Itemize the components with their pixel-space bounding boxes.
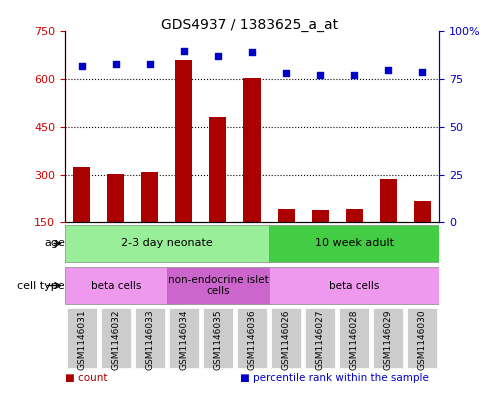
Point xyxy=(112,61,120,67)
Text: beta cells: beta cells xyxy=(329,281,379,290)
FancyBboxPatch shape xyxy=(203,308,234,368)
Bar xyxy=(176,60,193,222)
FancyBboxPatch shape xyxy=(66,308,97,368)
Bar xyxy=(210,118,227,222)
Bar xyxy=(311,210,328,222)
FancyBboxPatch shape xyxy=(135,308,165,368)
Point xyxy=(316,72,324,79)
FancyBboxPatch shape xyxy=(167,268,269,305)
Text: GSM1146028: GSM1146028 xyxy=(350,310,359,370)
Point xyxy=(384,66,392,73)
Point xyxy=(146,61,154,67)
Text: ■ percentile rank within the sample: ■ percentile rank within the sample xyxy=(240,373,429,383)
Bar xyxy=(141,172,159,222)
Text: 10 week adult: 10 week adult xyxy=(314,239,394,248)
Bar xyxy=(244,77,260,222)
FancyBboxPatch shape xyxy=(237,308,267,368)
Bar xyxy=(277,209,294,222)
FancyBboxPatch shape xyxy=(65,268,167,305)
Text: GSM1146027: GSM1146027 xyxy=(315,310,324,370)
Bar xyxy=(73,167,90,222)
Text: GDS4937 / 1383625_a_at: GDS4937 / 1383625_a_at xyxy=(161,18,338,32)
Text: non-endocrine islet
cells: non-endocrine islet cells xyxy=(168,275,268,296)
Point xyxy=(78,62,86,69)
Bar xyxy=(107,174,124,222)
FancyBboxPatch shape xyxy=(269,226,439,263)
Text: beta cells: beta cells xyxy=(91,281,141,290)
Text: GSM1146032: GSM1146032 xyxy=(111,310,120,370)
Text: GSM1146029: GSM1146029 xyxy=(384,310,393,370)
Text: GSM1146034: GSM1146034 xyxy=(180,310,189,370)
FancyBboxPatch shape xyxy=(65,226,269,263)
FancyBboxPatch shape xyxy=(407,308,438,368)
Text: age: age xyxy=(44,239,65,248)
Text: GSM1146035: GSM1146035 xyxy=(214,310,223,370)
FancyBboxPatch shape xyxy=(169,308,199,368)
Text: 2-3 day neonate: 2-3 day neonate xyxy=(121,239,213,248)
Bar xyxy=(380,180,397,222)
Text: cell type: cell type xyxy=(17,281,65,290)
FancyBboxPatch shape xyxy=(339,308,369,368)
Text: GSM1146036: GSM1146036 xyxy=(248,310,256,370)
Text: ■ count: ■ count xyxy=(65,373,107,383)
Text: GSM1146031: GSM1146031 xyxy=(77,310,86,370)
Text: GSM1146026: GSM1146026 xyxy=(281,310,290,370)
Point xyxy=(350,72,358,79)
FancyBboxPatch shape xyxy=(305,308,335,368)
Point xyxy=(418,68,426,75)
Bar xyxy=(414,201,431,222)
FancyBboxPatch shape xyxy=(269,268,439,305)
Text: GSM1146033: GSM1146033 xyxy=(145,310,154,370)
FancyBboxPatch shape xyxy=(373,308,403,368)
Point xyxy=(214,53,222,59)
Text: GSM1146030: GSM1146030 xyxy=(418,310,427,370)
Point xyxy=(180,48,188,54)
Bar xyxy=(345,209,363,222)
Point xyxy=(248,49,256,55)
Point xyxy=(282,70,290,77)
FancyBboxPatch shape xyxy=(101,308,131,368)
FancyBboxPatch shape xyxy=(270,308,301,368)
